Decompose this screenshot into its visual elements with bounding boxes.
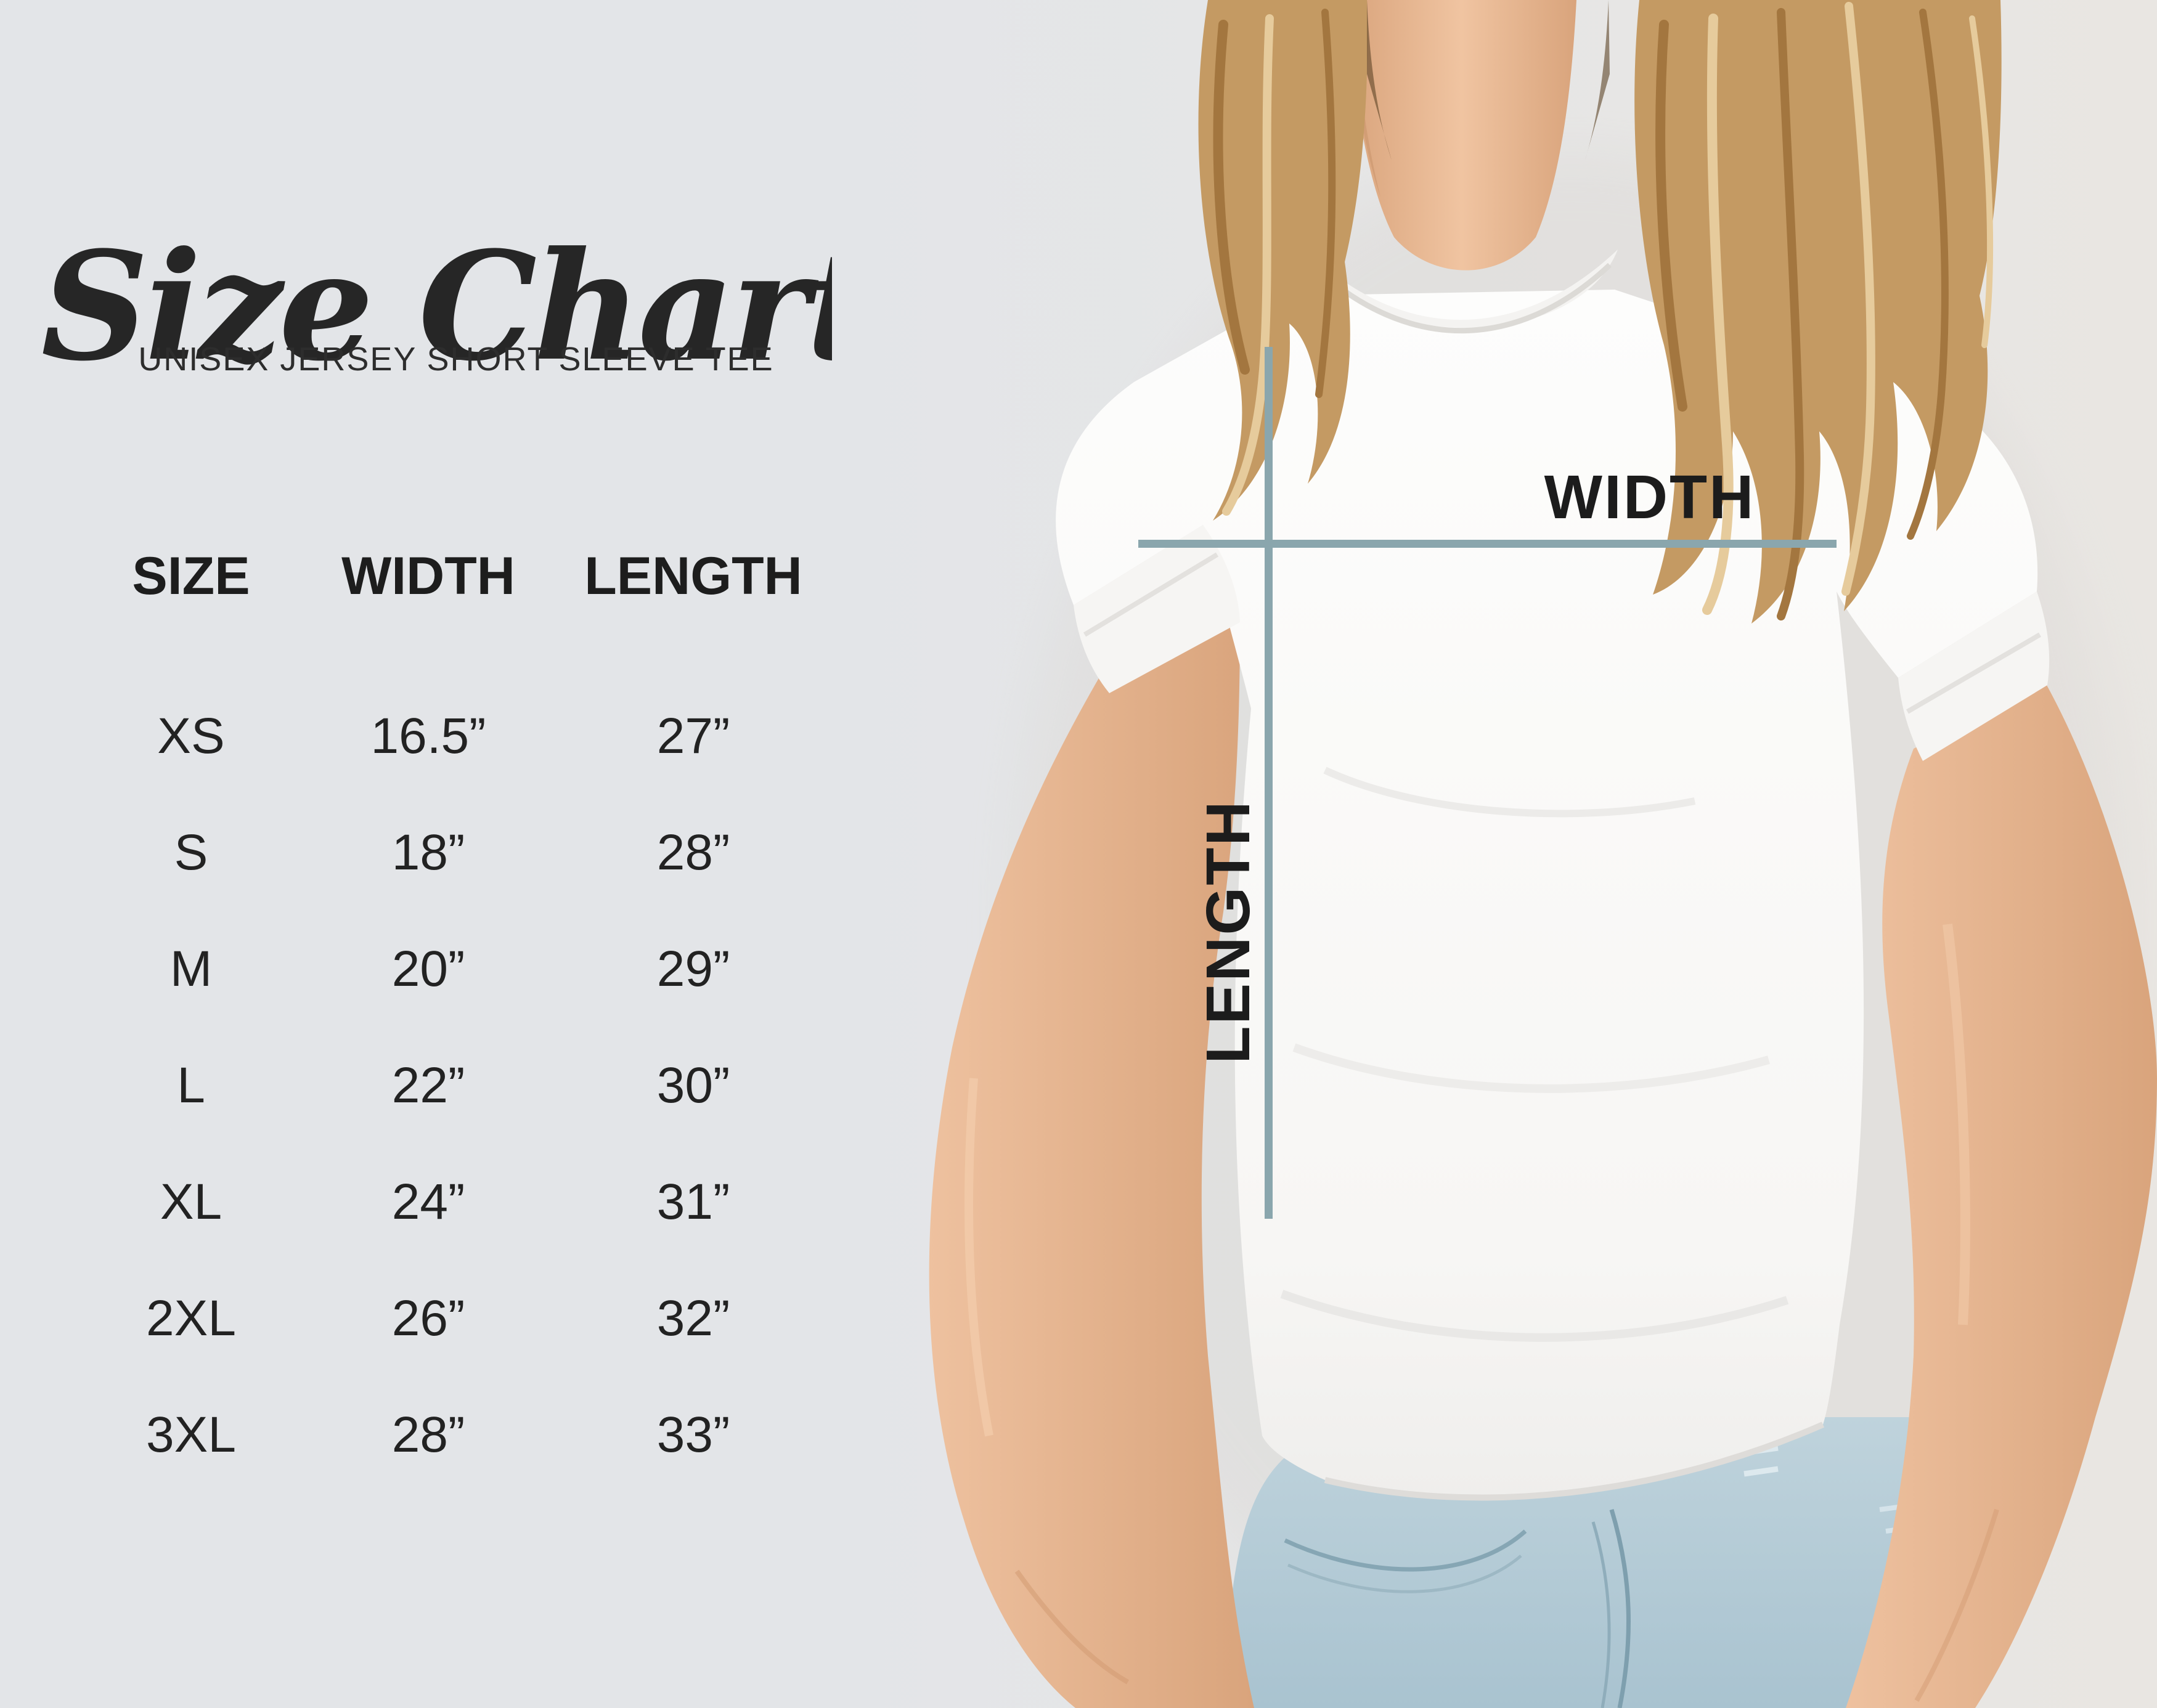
table-row: L 22” 30”	[86, 1027, 826, 1144]
cell-width: 26”	[391, 1290, 465, 1346]
table-row: 2XL 26” 32”	[86, 1260, 826, 1377]
cell-length: 31”	[656, 1173, 730, 1230]
cell-length: 33”	[656, 1406, 730, 1463]
width-measure-line	[1138, 540, 1837, 548]
model-photo-illustration	[832, 0, 2157, 1708]
table-row: 3XL 28” 33”	[86, 1377, 826, 1493]
cell-length: 28”	[656, 824, 730, 880]
table-row: S 18” 28”	[86, 794, 826, 911]
length-measure-label: LENGTH	[1194, 799, 1263, 1064]
info-panel: Size Chart UNISEX JERSEY SHORT SLEEVE TE…	[0, 0, 912, 1708]
cell-width: 20”	[391, 940, 465, 997]
column-header-width: WIDTH	[341, 546, 515, 606]
cell-width: 24”	[391, 1173, 465, 1230]
cell-length: 32”	[656, 1290, 730, 1346]
column-header-size: SIZE	[132, 546, 250, 606]
model-hair	[1198, 0, 2002, 624]
width-measure-label: WIDTH	[1544, 463, 1756, 532]
subtitle: UNISEX JERSEY SHORT SLEEVE TEE	[138, 341, 774, 378]
cell-size: XL	[160, 1173, 222, 1230]
table-header-row: SIZE WIDTH LENGTH	[86, 530, 826, 622]
cell-width: 18”	[391, 824, 465, 880]
column-header-length: LENGTH	[584, 546, 802, 606]
cell-size: 3XL	[146, 1406, 236, 1463]
cell-width: 28”	[391, 1406, 465, 1463]
table-row: M 20” 29”	[86, 911, 826, 1027]
cell-length: 29”	[656, 940, 730, 997]
cell-size: 2XL	[146, 1290, 236, 1346]
cell-length: 30”	[656, 1057, 730, 1113]
cell-size: M	[169, 940, 213, 997]
table-row: XL 24” 31”	[86, 1144, 826, 1260]
cell-size: L	[177, 1057, 205, 1113]
table-row: XS 16.5” 27”	[86, 678, 826, 794]
page-title: Size Chart	[41, 219, 875, 395]
cell-size: XS	[157, 707, 225, 764]
cell-width: 22”	[391, 1057, 465, 1113]
cell-width: 16.5”	[370, 707, 486, 764]
length-measure-line	[1265, 347, 1273, 1219]
size-table: SIZE WIDTH LENGTH XS 16.5” 27” S 18” 28” M 20” 2…	[86, 530, 826, 1493]
model-right-arm	[929, 622, 1254, 1708]
size-table-rows: XS 16.5” 27” S 18” 28” M 20” 29” L 22” 30” XL 24” 31” 2…	[86, 678, 826, 1493]
cell-length: 27”	[656, 707, 730, 764]
cell-size: S	[174, 824, 208, 880]
model-left-arm	[1846, 684, 2157, 1708]
